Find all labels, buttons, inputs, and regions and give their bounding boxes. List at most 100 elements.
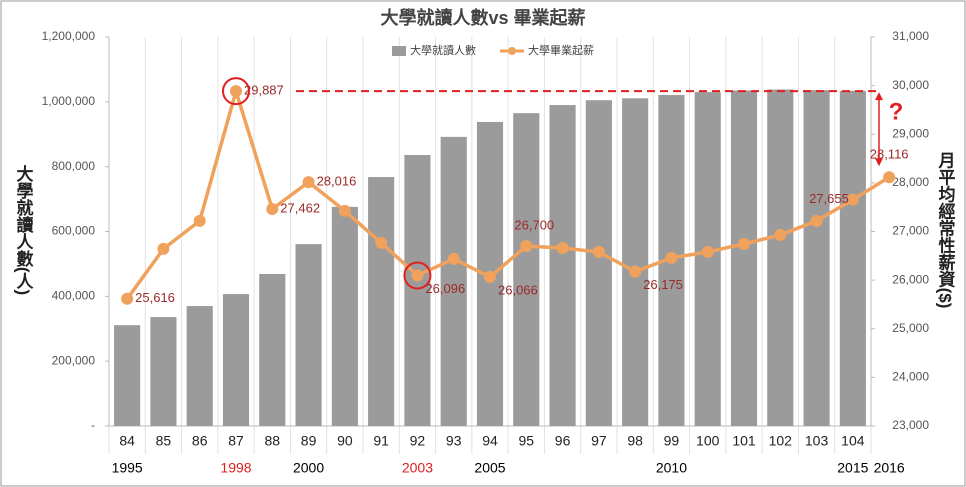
x-tick-label: 90: [337, 433, 353, 449]
bar: [404, 154, 431, 426]
x-tick-label: 97: [591, 433, 607, 449]
line: [125, 84, 891, 300]
x-tick-label: 96: [555, 433, 571, 449]
bar: [694, 92, 721, 426]
value-label: 28,016: [317, 174, 357, 189]
value-label: 26,096: [425, 281, 465, 296]
marker: [484, 270, 496, 283]
marker: [592, 245, 605, 258]
bar: [295, 244, 322, 426]
marker: [701, 245, 714, 258]
bar: [150, 317, 177, 426]
y-tick-label: 400,000: [52, 289, 96, 303]
y-tick-label: -: [91, 418, 95, 432]
y-tick-label: 200,000: [52, 353, 96, 367]
bar: [259, 273, 286, 426]
x-tick-label: 85: [156, 433, 172, 449]
year-label: 1995: [112, 460, 143, 476]
bar: [222, 294, 250, 426]
bar: [440, 136, 467, 427]
marker: [738, 237, 750, 250]
y2-tick-label: 26,000: [892, 272, 929, 286]
highlight-circle: [222, 77, 250, 106]
legend-swatch: [508, 47, 516, 55]
year-label: 2015: [837, 460, 868, 476]
value-label: 28,116: [870, 147, 909, 162]
bar: [549, 105, 576, 426]
marker: [556, 242, 569, 255]
bar: [839, 90, 866, 426]
bar: [114, 325, 141, 426]
question-mark: ?: [889, 98, 904, 125]
y-tick-label: 800,000: [52, 159, 96, 173]
y2-axis-label: 月平均經常性薪資($): [936, 152, 957, 309]
value-label: 26,175: [643, 277, 683, 292]
highlight-circle: [403, 261, 432, 290]
marker: [266, 203, 279, 216]
marker: [157, 242, 170, 255]
value-label: 26,700: [514, 218, 554, 233]
x-tick-label: 92: [410, 433, 426, 449]
bar: [622, 98, 649, 426]
y2-tick-label: 25,000: [892, 321, 929, 335]
bar: [513, 113, 540, 426]
bar: [186, 306, 213, 426]
marker: [411, 269, 424, 282]
x-tick-label: 100: [696, 433, 720, 449]
y2-tick-label: 30,000: [892, 78, 929, 92]
value-label: 27,655: [809, 191, 849, 206]
x-tick-label: 99: [664, 433, 680, 449]
marker: [302, 176, 315, 189]
year-label: 2003: [402, 460, 433, 476]
legend-swatch: [392, 46, 406, 56]
y-tick-label: 1,200,000: [42, 29, 96, 43]
x-tick-label: 93: [446, 433, 462, 449]
bar: [368, 177, 395, 426]
marker: [121, 292, 134, 305]
x-tick-label: 101: [732, 433, 756, 449]
marker: [447, 252, 460, 265]
marker: [810, 214, 823, 227]
year-label: 2016: [874, 460, 905, 476]
y2-tick-label: 23,000: [892, 418, 929, 432]
marker: [846, 193, 859, 206]
y2-tick-label: 24,000: [892, 370, 929, 384]
x-tick-label: 98: [627, 433, 643, 449]
marker: [665, 251, 678, 264]
y2-tick-label: 29,000: [892, 126, 929, 140]
arrow-head: [875, 92, 883, 101]
year-label: 2010: [656, 460, 687, 476]
bar: [331, 206, 358, 426]
x-tick-label: 104: [841, 433, 865, 449]
bar: [767, 89, 794, 426]
marker: [193, 214, 206, 227]
arrow-head: [875, 158, 883, 167]
x-tick-label: 95: [518, 433, 534, 449]
marker: [774, 228, 787, 241]
x-tick-label: 89: [301, 433, 317, 449]
value-label: 25,616: [135, 290, 175, 305]
value-label: 29,887: [244, 83, 284, 98]
year-label: 2000: [293, 460, 324, 476]
bar: [730, 90, 758, 427]
y2-tick-label: 31,000: [892, 29, 929, 43]
x-tick-label: 87: [228, 433, 244, 449]
marker: [375, 236, 388, 249]
year-label: 1998: [220, 460, 251, 476]
x-tick-label: 94: [482, 433, 498, 449]
year-label: 2005: [474, 460, 505, 476]
marker: [338, 204, 351, 217]
x-tick-label: 88: [264, 433, 280, 449]
y2-tick-label: 27,000: [892, 224, 929, 238]
legend-label: 大學就讀人數: [410, 43, 476, 57]
x-tick-label: 91: [373, 433, 389, 449]
bar: [585, 100, 612, 427]
y-tick-label: 600,000: [52, 224, 96, 238]
marker: [883, 171, 896, 184]
x-tick-label: 103: [805, 433, 829, 449]
chart-title: 大學就讀人數vs 畢業起薪: [380, 7, 585, 28]
value-label: 26,066: [498, 282, 538, 297]
bar: [803, 90, 830, 426]
y2-tick-label: 28,000: [892, 175, 929, 189]
y-tick-label: 1,000,000: [42, 94, 96, 108]
